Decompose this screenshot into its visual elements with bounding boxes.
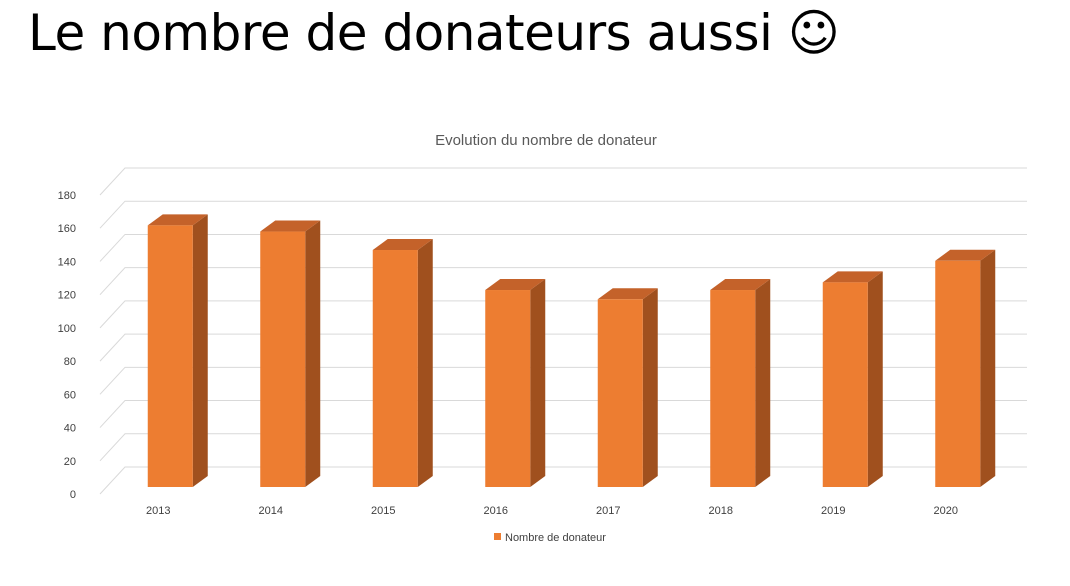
grid-layer	[99, 167, 1027, 495]
gridline	[99, 466, 1027, 495]
bar-front	[935, 260, 981, 487]
y-tick-label: 0	[70, 489, 76, 501]
legend-label: Nombre de donateur	[505, 532, 606, 544]
y-axis: 0 20 40 60 80 100 120 140 160 180	[58, 190, 76, 501]
x-tick-label: 2013	[146, 505, 170, 517]
gridline	[99, 366, 1027, 395]
bar-top	[372, 239, 433, 251]
x-tick-label: 2014	[259, 505, 283, 517]
gridline	[99, 433, 1027, 462]
y-tick-label: 60	[64, 389, 76, 401]
bar-side	[192, 214, 208, 487]
x-axis: 2013 2014 2015 2016 2017 2018 2019 2020	[146, 505, 958, 517]
bar-top	[710, 279, 771, 291]
chart-title: Evolution du nombre de donateur	[435, 132, 657, 149]
x-tick-label: 2015	[371, 505, 395, 517]
gridline	[99, 167, 1027, 196]
bar-front	[260, 231, 306, 487]
gridline	[99, 233, 1027, 262]
gridline	[99, 300, 1027, 329]
bar-top	[485, 279, 546, 291]
gridline	[99, 267, 1027, 296]
x-tick-label: 2018	[709, 505, 733, 517]
gridline	[99, 200, 1027, 229]
bar-top	[260, 220, 321, 232]
bar-top	[935, 249, 996, 261]
legend: Nombre de donateur	[494, 532, 606, 544]
y-tick-label: 80	[64, 356, 76, 368]
y-tick-label: 20	[64, 456, 76, 468]
bar-side	[305, 220, 321, 488]
bar-side	[867, 271, 883, 487]
bar-2014	[260, 220, 321, 488]
y-tick-label: 180	[58, 190, 76, 202]
bar-2017	[597, 288, 658, 487]
y-tick-label: 120	[58, 290, 76, 302]
y-tick-label: 140	[58, 256, 76, 268]
bar-side	[642, 288, 658, 487]
bar-front	[597, 299, 643, 487]
bar-side	[417, 239, 433, 487]
bar-side	[980, 249, 996, 487]
legend-swatch	[494, 533, 501, 540]
bar-2019	[822, 271, 883, 487]
bar-top	[597, 288, 658, 300]
y-tick-label: 40	[64, 423, 76, 435]
bar-2016	[485, 279, 546, 487]
x-tick-label: 2019	[821, 505, 845, 517]
y-tick-label: 100	[58, 323, 76, 335]
bar-2018	[710, 279, 771, 487]
bar-2020	[935, 249, 996, 487]
bar-front	[710, 290, 756, 487]
bar-2013	[147, 214, 208, 487]
bar-front	[147, 225, 193, 487]
bars	[147, 214, 996, 488]
bar-front	[485, 290, 531, 487]
slide-title: Le nombre de donateurs aussi ☺	[28, 4, 840, 62]
x-tick-label: 2017	[596, 505, 620, 517]
bar-top	[147, 214, 208, 226]
bar-side	[755, 279, 771, 487]
bar-top	[822, 271, 883, 283]
x-tick-label: 2020	[934, 505, 958, 517]
bar-2015	[372, 239, 433, 487]
bar-side	[530, 279, 546, 487]
y-tick-label: 160	[58, 223, 76, 235]
x-tick-label: 2016	[484, 505, 508, 517]
bar-front	[822, 282, 868, 487]
gridline	[99, 400, 1027, 428]
bar-front	[372, 250, 418, 487]
gridline	[99, 333, 1027, 362]
